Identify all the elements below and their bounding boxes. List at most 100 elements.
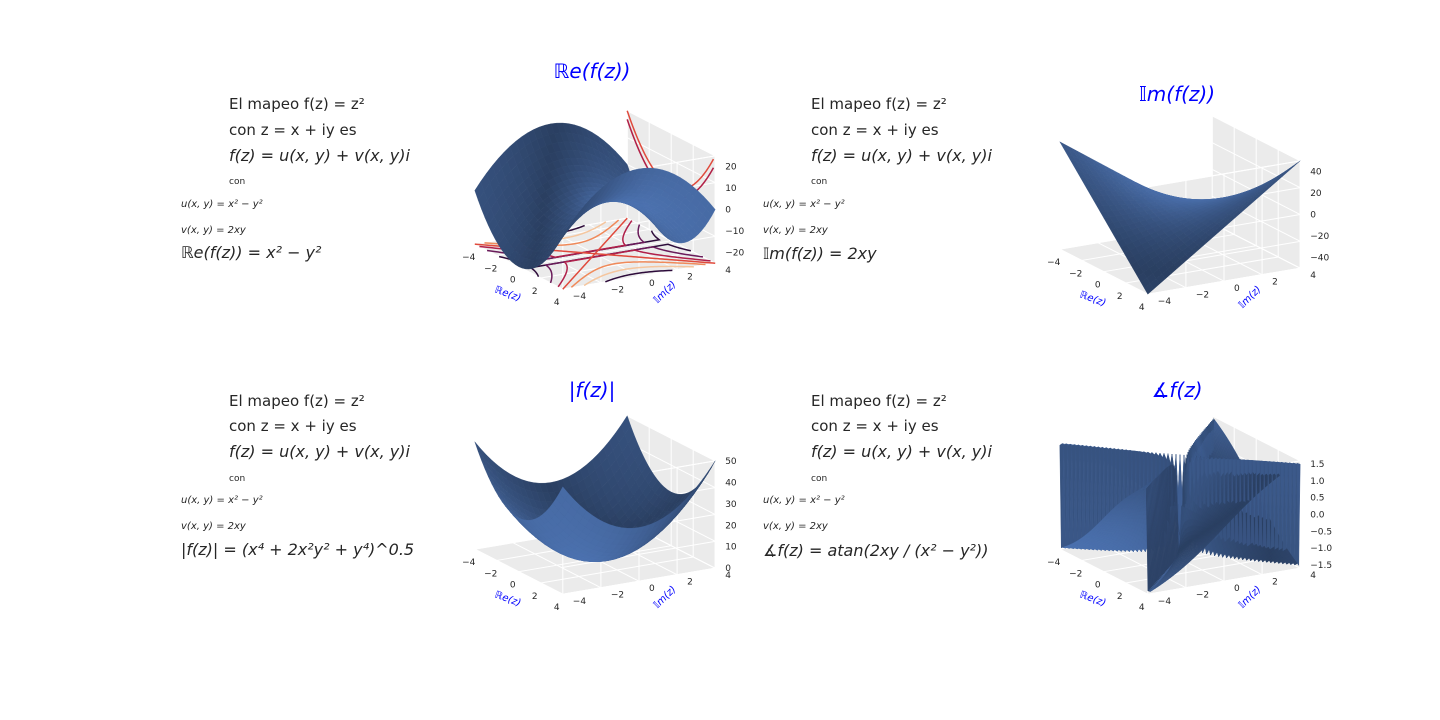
x-tick-label: 2 [532,287,538,297]
x-tick-label: 4 [1139,303,1145,313]
z-tick-label: 40 [1310,168,1322,178]
result-formula: ∡f(z) = atan(2xy / (x² − y²)) [763,541,989,560]
intro-text: El mapeo f(z) = z² [811,95,947,113]
con-text: con [229,177,246,187]
z-tick-label: 20 [1310,189,1322,199]
z-tick-label: 40 [725,478,737,488]
contour-line [583,265,694,287]
result-formula: |f(z)| = (x⁴ + 2x²y² + y⁴)^0.5 [181,540,415,559]
plot-title: |f(z)| [569,378,616,402]
y-tick-label: −4 [573,292,587,302]
y-axis-label: 𝕀m(z) [652,279,679,306]
z-tick-label: 50 [725,457,737,467]
grid-line [1147,267,1301,295]
z-tick-label: −20 [1310,232,1329,242]
z-tick-label: 20 [725,521,737,531]
decomposition-text: f(z) = u(x, y) + v(x, y)i [229,442,410,461]
y-tick-label: 0 [1234,284,1240,294]
y-tick-label: −4 [573,597,587,607]
decomposition-text: f(z) = u(x, y) + v(x, y)i [811,146,992,165]
x-tick-label: −2 [484,264,497,274]
intro-text: El mapeo f(z) = z² [229,392,365,410]
v-formula: v(x, y) = 2xy [181,521,246,532]
result-formula: ℝe(f(z)) = x² − y² [181,243,322,262]
z-tick-label: 10 [725,184,737,194]
z-tick-label: 0 [1310,211,1316,221]
y-axis-label: 𝕀m(z) [652,584,679,611]
grid-line [626,137,716,184]
z-tick-label: 0 [725,206,731,216]
x-tick-label: −4 [1047,258,1061,268]
v-formula: v(x, y) = 2xy [763,225,828,236]
z-tick-label: 20 [725,163,737,173]
x-axis-label: ℝe(z) [493,285,522,305]
y-tick-label: −2 [1196,291,1209,301]
contour-line [557,249,711,288]
result-formula: 𝕀m(f(z)) = 2xy [763,244,877,263]
x-tick-label: 0 [1095,281,1101,291]
con-text: con [811,474,828,484]
x-axis-label: ℝe(z) [1078,290,1107,310]
y-axis-label: 𝕀m(z) [1237,284,1264,311]
y-tick-label: 2 [1272,278,1278,288]
plot-title: ℝe(f(z)) [554,59,631,83]
surface-patch [549,243,559,257]
x-tick-label: −2 [484,569,497,579]
x-tick-label: 0 [510,581,516,591]
x-tick-label: −2 [1069,269,1082,279]
contour-line [570,261,706,288]
y-tick-label: −2 [611,286,624,296]
surface-patch [474,441,485,459]
x-tick-label: −4 [462,558,476,568]
con-text: con [229,474,246,484]
u-formula: u(x, y) = x² − y² [763,199,845,210]
u-formula: u(x, y) = x² − y² [181,199,263,210]
y-tick-label: 4 [725,266,731,276]
definition-text: con z = x + iy es [811,121,939,139]
intro-text: El mapeo f(z) = z² [229,95,365,113]
grid-line [626,110,716,157]
surface-patch [695,218,706,231]
grid-line [1211,222,1301,269]
intro-text: El mapeo f(z) = z² [811,392,947,410]
v-formula: v(x, y) = 2xy [763,521,828,532]
plot-panel-4: ∡f(z)−4−2024−4−20241.51.00.50.0−0.5−1.0−… [1047,378,1332,613]
x-tick-label: −4 [462,253,476,263]
u-formula: u(x, y) = x² − y² [763,495,845,506]
v-formula: v(x, y) = 2xy [181,225,246,236]
contour-line [605,269,673,283]
z-tick-label: 10 [725,543,737,553]
x-tick-label: 0 [510,276,516,286]
y-tick-label: 0 [649,584,655,594]
y-tick-label: −4 [1158,297,1172,307]
z-tick-label: −10 [725,227,744,237]
grid-line [1211,115,1301,162]
x-tick-label: 4 [554,603,560,613]
definition-text: con z = x + iy es [229,417,357,435]
grid-line [1147,160,1301,188]
grid-line [562,262,716,290]
con-text: con [811,177,828,187]
y-tick-label: 2 [687,578,693,588]
x-axis-label: ℝe(z) [493,590,522,610]
definition-text: con z = x + iy es [811,417,939,435]
z-tick-label: −40 [1310,253,1329,263]
y-tick-label: 2 [687,273,693,283]
y-tick-label: 4 [1310,271,1316,281]
x-tick-label: 4 [554,298,560,308]
decomposition-text: f(z) = u(x, y) + v(x, y)i [229,146,410,165]
x-tick-label: 2 [1117,292,1123,302]
decomposition-text: f(z) = u(x, y) + v(x, y)i [811,442,992,461]
z-tick-label: 0 [725,564,731,574]
definition-text: con z = x + iy es [229,121,357,139]
u-formula: u(x, y) = x² − y² [181,495,263,506]
y-tick-label: −2 [611,591,624,601]
y-tick-label: 0 [649,279,655,289]
plot-title: 𝕀m(f(z)) [1139,82,1215,106]
x-tick-label: 2 [532,592,538,602]
grid-line [1211,142,1301,189]
